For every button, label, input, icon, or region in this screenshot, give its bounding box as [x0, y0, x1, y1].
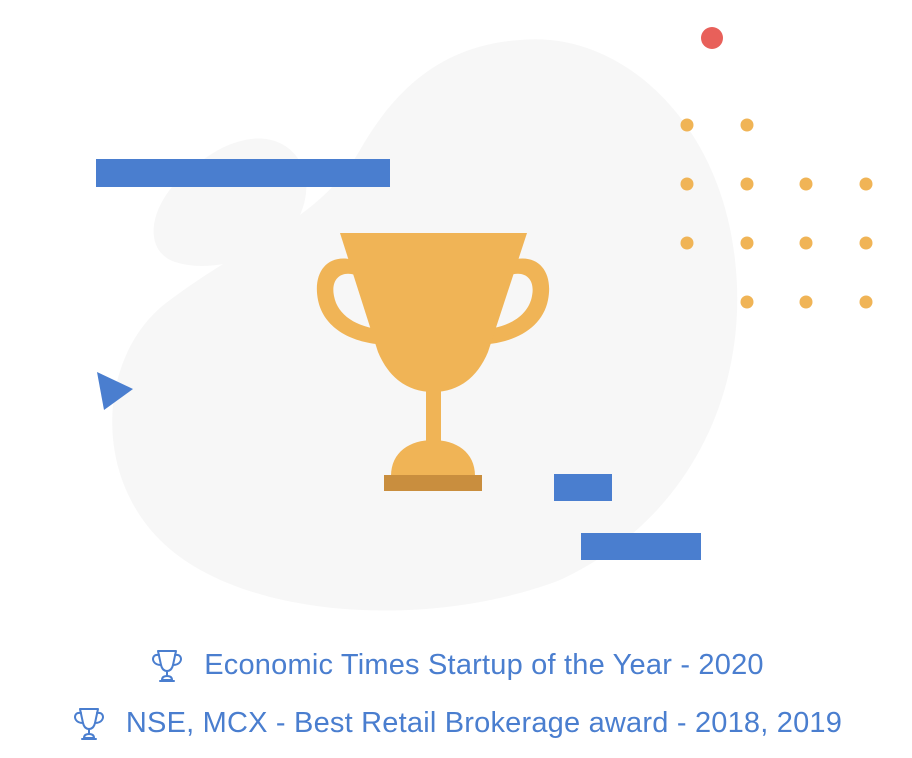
decor-dot [680, 118, 694, 132]
decor-dot [859, 177, 873, 191]
trophy-cup [340, 233, 527, 392]
decor-red-dot [701, 27, 723, 49]
decor-bar-top [96, 159, 390, 187]
trophy-outline-icon [70, 704, 108, 742]
award-item: Economic Times Startup of the Year - 202… [0, 640, 912, 690]
trophy-handle-right [474, 258, 550, 345]
decor-bar-bottom [581, 533, 701, 560]
decor-dot [740, 236, 754, 250]
decor-dot [740, 295, 754, 309]
decor-dot [799, 295, 813, 309]
trophy-outline-icon [148, 646, 186, 684]
decor-dot [680, 177, 694, 191]
decor-dot [859, 236, 873, 250]
trophy-dome [391, 440, 475, 476]
trophy-icon [316, 233, 550, 491]
decor-dot [740, 177, 754, 191]
trophy-stem [426, 388, 441, 444]
awards-illustration-svg [96, 27, 873, 560]
award-item: NSE, MCX - Best Retail Brokerage award -… [0, 698, 912, 748]
decor-dot [859, 295, 873, 309]
trophy-handle-left [316, 258, 392, 345]
decor-bar-small [554, 474, 612, 501]
decor-dot [680, 236, 694, 250]
award-text: NSE, MCX - Best Retail Brokerage award -… [125, 706, 843, 739]
awards-illustration [96, 27, 873, 560]
trophy-plinth [384, 475, 482, 491]
decor-dot [799, 177, 813, 191]
decor-dot-grid [680, 118, 873, 309]
decor-dot [799, 236, 813, 250]
decor-dot [740, 118, 754, 132]
awards-list: Economic Times Startup of the Year - 202… [0, 640, 912, 748]
decor-triangle [97, 372, 133, 410]
award-text: Economic Times Startup of the Year - 202… [204, 648, 764, 681]
